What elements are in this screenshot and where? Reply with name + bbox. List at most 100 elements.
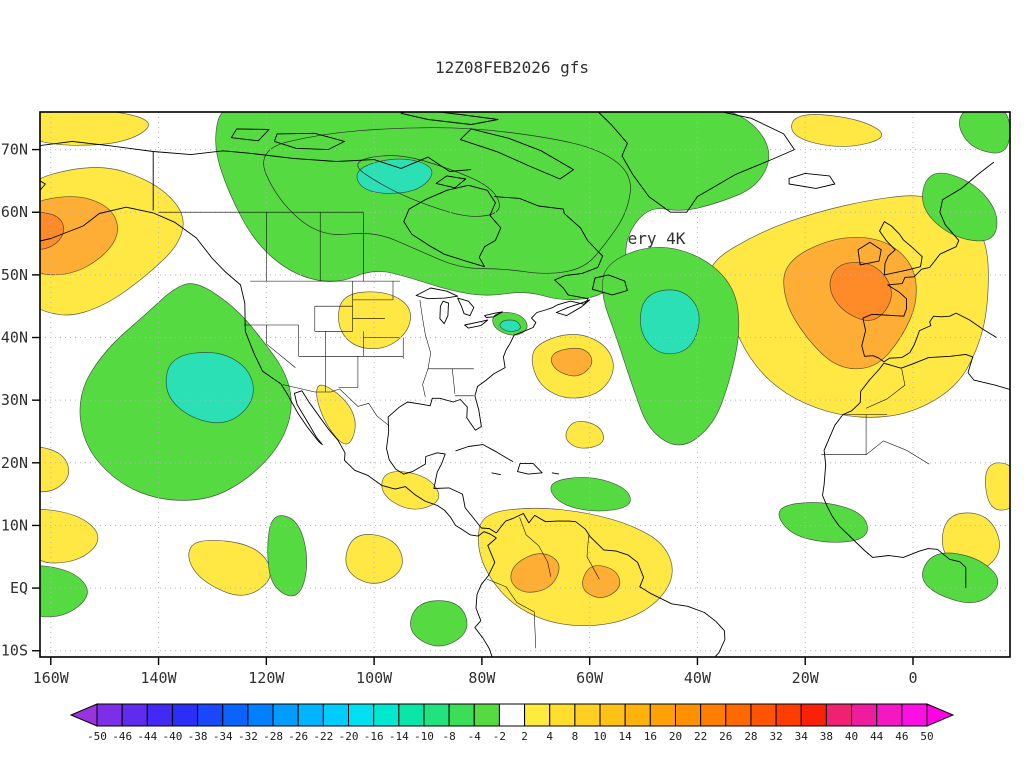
- colorbar-cell: [222, 703, 249, 727]
- colorbar-cell: [825, 703, 853, 727]
- colorbar-cell: [901, 703, 928, 727]
- lat-label: 70N: [1, 141, 28, 159]
- colorbar-tick-label: -50: [87, 730, 107, 743]
- colorbar-cell: [750, 703, 777, 727]
- colorbar-cell: [96, 703, 123, 727]
- colorbar-tick-label: -16: [364, 730, 384, 743]
- lat-label: 30N: [1, 391, 28, 409]
- colorbar-cell: [423, 703, 450, 727]
- colorbar-cell: [398, 703, 425, 727]
- plot-area: 70N 60N 50N 40N 30N 20N 10N EQ 10S 160W 140W 120W 10…: [1, 111, 1011, 687]
- colorbar-cell: [373, 703, 400, 727]
- title-line-1: 12Z08FEB2026 gfs: [434, 58, 590, 77]
- colorbar-cell: [322, 703, 350, 727]
- colorbar-tick-label: -8: [442, 730, 455, 743]
- lon-label: 160W: [33, 669, 70, 687]
- colorbar-tick-label: -4: [468, 730, 482, 743]
- colorbar-tick-label: 38: [820, 730, 833, 743]
- lon-label: 60W: [576, 669, 604, 687]
- colorbar-tick-label: -14: [389, 730, 409, 743]
- map-frame: [39, 111, 1011, 658]
- lat-label: 40N: [1, 329, 28, 347]
- colorbar-tick-label: 4: [546, 730, 553, 743]
- colorbar-cell: [197, 703, 224, 727]
- colorbar-cell: [674, 703, 702, 727]
- colorbar-tick-label: -22: [313, 730, 333, 743]
- colorbar-tick-label: -20: [339, 730, 359, 743]
- colorbar-tick-label: -28: [263, 730, 283, 743]
- lat-label: 60N: [1, 203, 28, 221]
- state-country-borders: [158, 211, 930, 649]
- axis-ticks: [32, 148, 914, 665]
- colorbar-cell: [725, 703, 752, 727]
- colorbar-tick-label: 50: [920, 730, 933, 743]
- colorbar-tick-label: 2: [521, 730, 528, 743]
- colorbar-tick-label: -46: [112, 730, 132, 743]
- colorbar-cell: [171, 703, 199, 727]
- colorbar-cell: [498, 703, 526, 727]
- colorbar-cell: [851, 703, 878, 727]
- colorbar-cell: [876, 703, 903, 727]
- colorbar-cell: [272, 703, 299, 727]
- colorbar-cell: [146, 703, 173, 727]
- lat-label: 10S: [1, 642, 28, 660]
- colorbar-cell: [599, 703, 626, 727]
- colorbar-cell: [297, 703, 324, 727]
- lon-label: 140W: [140, 669, 177, 687]
- y-axis-labels: 70N 60N 50N 40N 30N 20N 10N EQ 10S: [1, 141, 28, 660]
- colorbar-right-arrow: [926, 703, 955, 727]
- colorbar-tick-label: -2: [493, 730, 506, 743]
- colorbar-cell: [121, 703, 148, 727]
- colorbar-tick-label: 26: [719, 730, 732, 743]
- colorbar-cell: [624, 703, 651, 727]
- colorbar-tick-label: -34: [213, 730, 233, 743]
- colorbar-tick-label: 28: [744, 730, 757, 743]
- contour-lines: [263, 127, 631, 274]
- lon-label: 80W: [468, 669, 496, 687]
- colorbar-cell: [247, 703, 274, 727]
- lat-label: 20N: [1, 454, 28, 472]
- lon-label: 40W: [684, 669, 712, 687]
- colorbar-left-arrow: [69, 703, 98, 727]
- map-canvas: 70N 60N 50N 40N 30N 20N 10N EQ 10S 160W 140W 120W 10…: [1, 111, 1011, 687]
- colorbar-tick-label: -38: [188, 730, 208, 743]
- colorbar-cell: [574, 703, 601, 727]
- graticule-grid: [40, 112, 1010, 657]
- colorbar-tick-label: -10: [414, 730, 434, 743]
- colorbar-tick-label: 14: [619, 730, 633, 743]
- colorbar-cell: [448, 703, 475, 727]
- lon-label: 120W: [248, 669, 285, 687]
- colorbar-cell: [473, 703, 500, 727]
- colorbar-tick-label: -40: [163, 730, 183, 743]
- lat-label: EQ: [10, 579, 28, 597]
- coastlines: [40, 112, 1010, 657]
- colorbar-tick-label: -32: [238, 730, 258, 743]
- colorbar-tick-label: 44: [870, 730, 884, 743]
- colorbar-cell: [649, 703, 676, 727]
- lon-label: 100W: [356, 669, 393, 687]
- colorbar-tick-label: 32: [769, 730, 782, 743]
- colorbar-cell: [775, 703, 802, 727]
- colorbar-tick-label: 46: [895, 730, 908, 743]
- colorbar-tick-label: -44: [137, 730, 157, 743]
- colorbar-tick-label: 8: [572, 730, 579, 743]
- colorbar-labels: -50 -46 -44 -40 -38 -34 -32 -28 -26 -22 -20 -16 -14-…: [87, 730, 934, 743]
- lon-label: 20W: [792, 669, 820, 687]
- colorbar-cells: [69, 703, 955, 727]
- colorbar-tick-label: 16: [644, 730, 657, 743]
- colorbar-cell: [348, 703, 375, 727]
- colorbar-cell: [524, 703, 551, 727]
- colorbar-tick-label: 22: [694, 730, 707, 743]
- colorbar-tick-label: -26: [288, 730, 308, 743]
- colorbar-cell: [549, 703, 576, 727]
- colorbar-tick-label: 40: [845, 730, 858, 743]
- lat-label: 50N: [1, 266, 28, 284]
- colorbar-cell: [800, 703, 827, 727]
- lon-label: 0: [908, 669, 917, 687]
- anomaly-shading: [40, 112, 1010, 647]
- colorbar-tick-label: 10: [593, 730, 606, 743]
- lat-label: 10N: [1, 516, 28, 534]
- colorbar-cell: [700, 703, 727, 727]
- colorbar-tick-label: 34: [795, 730, 809, 743]
